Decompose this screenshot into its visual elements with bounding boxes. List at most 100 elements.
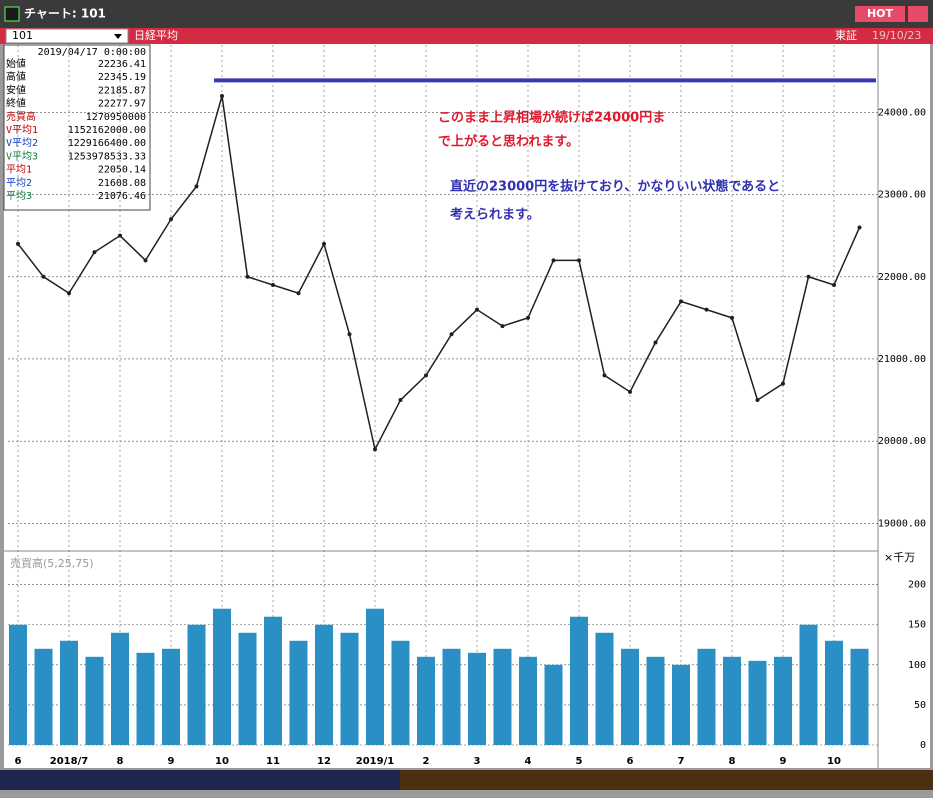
volume-bar — [60, 640, 78, 745]
info-label: 高値 — [6, 70, 26, 83]
y-tick-label: 0 — [920, 740, 926, 751]
symbol-combo[interactable] — [5, 28, 129, 44]
info-label: 売買高 — [6, 110, 36, 123]
volume-bar — [621, 648, 639, 745]
volume-bar — [493, 648, 512, 745]
price-point — [781, 381, 785, 386]
info-value: 1253978533.33 — [68, 151, 146, 162]
y-tick-label: 150 — [908, 620, 926, 631]
volume-bar — [468, 652, 486, 745]
price-point — [449, 332, 454, 337]
info-value: 22345.19 — [98, 72, 146, 83]
price-point — [602, 373, 607, 378]
price-point — [398, 398, 403, 403]
x-tick-label: 2018/7 — [50, 756, 88, 767]
price-point — [92, 250, 97, 255]
volume-bar — [85, 656, 104, 745]
window-title: チャート: 101 — [24, 7, 106, 21]
x-tick-label: 3 — [474, 756, 481, 767]
price-point — [628, 389, 632, 394]
volume-bar — [748, 660, 767, 745]
unit-label: ×千万 — [884, 551, 915, 564]
volume-bar — [595, 632, 614, 745]
annotation: 直近の23000円を抜けており、かなりいい状態であると — [450, 179, 780, 195]
x-tick-label: 5 — [576, 756, 583, 767]
volume-bar — [672, 664, 690, 745]
price-point — [551, 258, 556, 263]
price-point — [526, 315, 530, 320]
x-tick-label: 8 — [117, 756, 124, 767]
info-value: 1270950000 — [86, 112, 146, 123]
price-point — [118, 233, 122, 238]
y-tick-label: 20000.00 — [878, 436, 926, 447]
combo-arrow — [114, 34, 122, 39]
volume-bar — [162, 648, 180, 745]
y-tick-label: 22000.00 — [878, 272, 926, 283]
volume-bar — [774, 656, 792, 745]
price-point — [296, 291, 301, 296]
y-tick-label: 100 — [908, 660, 926, 671]
app-icon — [4, 6, 20, 22]
x-tick-label: 10 — [827, 756, 841, 767]
close-button[interactable] — [908, 6, 928, 22]
price-line — [17, 95, 861, 452]
price-point — [730, 315, 734, 320]
info-label: 平均2 — [6, 177, 32, 189]
volume-bar — [417, 656, 435, 745]
hot-label: HOT — [867, 7, 894, 20]
x-tick-label: 12 — [317, 756, 331, 767]
price-point — [832, 282, 836, 287]
info-label: V平均2 — [6, 137, 38, 149]
price-point — [16, 241, 20, 246]
annotation: で上がると思われます。 — [438, 134, 579, 150]
scroll-left[interactable] — [0, 770, 400, 790]
y-tick-label: 200 — [908, 580, 926, 591]
price-point — [424, 373, 428, 378]
volume-bar — [646, 656, 665, 745]
volume-bar — [187, 624, 206, 745]
x-tick-label: 2 — [423, 756, 430, 767]
info-label: 始値 — [6, 57, 26, 70]
y-tick-label: 24000.00 — [878, 107, 926, 118]
info-value: 22185.87 — [98, 85, 146, 96]
x-tick-label: 9 — [780, 756, 787, 767]
x-tick-label: 4 — [525, 756, 532, 767]
info-value: 1229166400.00 — [68, 138, 146, 149]
hot-button[interactable] — [855, 6, 905, 22]
volume-bar — [264, 616, 282, 745]
x-tick-label: 6 — [627, 756, 634, 767]
annotation: 考えられます。 — [450, 207, 540, 223]
info-value: 22236.41 — [98, 59, 146, 70]
price-point — [169, 217, 173, 222]
price-point — [755, 398, 760, 403]
price-point — [577, 258, 581, 263]
volume-bar — [34, 648, 53, 745]
volume-bar — [442, 648, 461, 745]
price-point — [373, 447, 377, 452]
price-point — [653, 340, 658, 345]
price-point — [271, 282, 275, 287]
info-value: 1152162000.00 — [68, 125, 146, 136]
annotation: このまま上昇相場が続けば24000円ま — [438, 110, 665, 126]
info-value: 21608.08 — [98, 178, 146, 189]
y-tick-label: 21000.00 — [878, 354, 926, 365]
price-point — [347, 332, 352, 337]
x-tick-label: 7 — [678, 756, 685, 767]
current-date: 19/10/23 — [872, 29, 921, 42]
y-tick-label: 19000.00 — [878, 518, 926, 529]
title-bar — [0, 0, 933, 28]
volume-bar — [570, 616, 588, 745]
info-label: 安値 — [6, 83, 26, 96]
x-tick-label: 6 — [15, 756, 22, 767]
volume-bar — [136, 652, 155, 745]
volume-bar — [850, 648, 869, 745]
volume-bar — [111, 632, 129, 745]
toolbar — [0, 28, 933, 44]
price-point — [500, 324, 505, 329]
info-box — [3, 44, 151, 211]
price-point — [143, 258, 148, 263]
price-point — [245, 274, 250, 279]
scroll-right[interactable] — [400, 770, 933, 790]
volume-bar — [825, 640, 843, 745]
info-label: 平均3 — [6, 190, 32, 202]
